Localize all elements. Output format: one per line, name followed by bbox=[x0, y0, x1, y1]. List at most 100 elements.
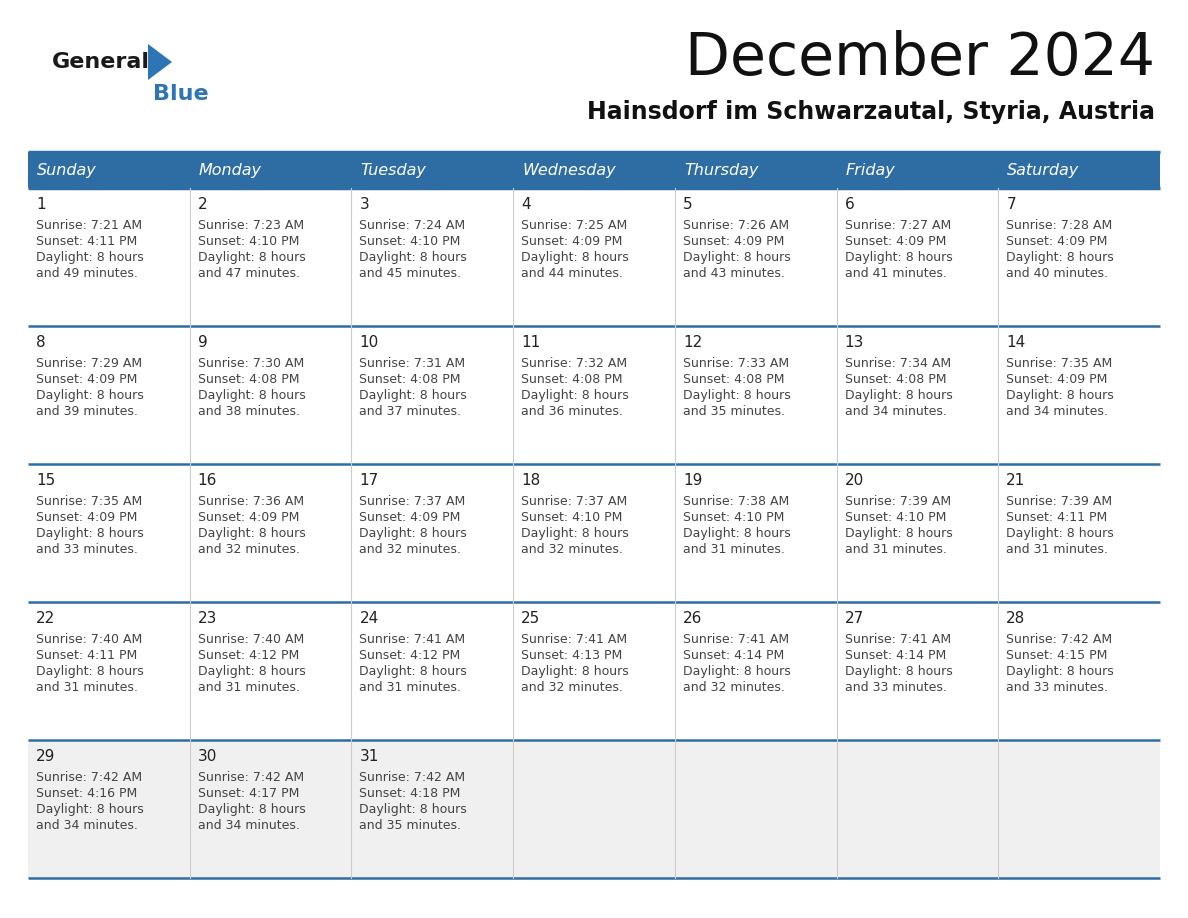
Text: 15: 15 bbox=[36, 473, 56, 488]
Text: and 32 minutes.: and 32 minutes. bbox=[197, 543, 299, 555]
Text: Sunrise: 7:41 AM: Sunrise: 7:41 AM bbox=[360, 633, 466, 645]
Text: Sunrise: 7:40 AM: Sunrise: 7:40 AM bbox=[36, 633, 143, 645]
Text: Sunset: 4:10 PM: Sunset: 4:10 PM bbox=[197, 235, 299, 248]
Text: Hainsdorf im Schwarzautal, Styria, Austria: Hainsdorf im Schwarzautal, Styria, Austr… bbox=[587, 100, 1155, 124]
Text: Daylight: 8 hours: Daylight: 8 hours bbox=[197, 251, 305, 263]
Text: Sunset: 4:08 PM: Sunset: 4:08 PM bbox=[522, 373, 623, 386]
Text: and 34 minutes.: and 34 minutes. bbox=[36, 819, 138, 832]
Text: and 35 minutes.: and 35 minutes. bbox=[360, 819, 461, 832]
Text: Sunset: 4:08 PM: Sunset: 4:08 PM bbox=[197, 373, 299, 386]
Text: Sunrise: 7:42 AM: Sunrise: 7:42 AM bbox=[1006, 633, 1112, 645]
Text: Sunset: 4:08 PM: Sunset: 4:08 PM bbox=[360, 373, 461, 386]
Text: Daylight: 8 hours: Daylight: 8 hours bbox=[845, 251, 953, 263]
Text: 16: 16 bbox=[197, 473, 217, 488]
Bar bbox=[190, 152, 352, 188]
Text: Daylight: 8 hours: Daylight: 8 hours bbox=[360, 251, 467, 263]
Text: Sunrise: 7:37 AM: Sunrise: 7:37 AM bbox=[360, 495, 466, 508]
Text: General: General bbox=[52, 52, 150, 72]
Text: 10: 10 bbox=[360, 335, 379, 350]
Text: Daylight: 8 hours: Daylight: 8 hours bbox=[683, 527, 790, 540]
Text: Sunrise: 7:21 AM: Sunrise: 7:21 AM bbox=[36, 218, 143, 231]
Text: Sunset: 4:08 PM: Sunset: 4:08 PM bbox=[683, 373, 784, 386]
Text: Sunset: 4:09 PM: Sunset: 4:09 PM bbox=[1006, 235, 1107, 248]
Text: Sunrise: 7:23 AM: Sunrise: 7:23 AM bbox=[197, 218, 304, 231]
Bar bbox=[29, 326, 190, 464]
Text: Daylight: 8 hours: Daylight: 8 hours bbox=[197, 802, 305, 816]
Text: Daylight: 8 hours: Daylight: 8 hours bbox=[36, 665, 144, 677]
Bar bbox=[29, 740, 190, 878]
Text: 14: 14 bbox=[1006, 335, 1025, 350]
Text: 9: 9 bbox=[197, 335, 208, 350]
Text: 6: 6 bbox=[845, 197, 854, 212]
Text: and 31 minutes.: and 31 minutes. bbox=[683, 543, 785, 555]
Text: Sunrise: 7:26 AM: Sunrise: 7:26 AM bbox=[683, 218, 789, 231]
Text: Daylight: 8 hours: Daylight: 8 hours bbox=[522, 527, 628, 540]
Bar bbox=[675, 326, 836, 464]
Text: Sunset: 4:13 PM: Sunset: 4:13 PM bbox=[522, 649, 623, 662]
Text: 4: 4 bbox=[522, 197, 531, 212]
Bar bbox=[675, 740, 836, 878]
Text: 1: 1 bbox=[36, 197, 45, 212]
Text: and 47 minutes.: and 47 minutes. bbox=[197, 266, 299, 280]
Text: Daylight: 8 hours: Daylight: 8 hours bbox=[1006, 527, 1114, 540]
Text: 26: 26 bbox=[683, 611, 702, 626]
Text: Daylight: 8 hours: Daylight: 8 hours bbox=[522, 665, 628, 677]
Text: Daylight: 8 hours: Daylight: 8 hours bbox=[360, 665, 467, 677]
Bar bbox=[998, 740, 1159, 878]
Text: Daylight: 8 hours: Daylight: 8 hours bbox=[522, 251, 628, 263]
Text: Sunrise: 7:32 AM: Sunrise: 7:32 AM bbox=[522, 357, 627, 370]
Text: Daylight: 8 hours: Daylight: 8 hours bbox=[845, 527, 953, 540]
Text: Sunset: 4:14 PM: Sunset: 4:14 PM bbox=[683, 649, 784, 662]
Text: 8: 8 bbox=[36, 335, 45, 350]
Bar bbox=[836, 740, 998, 878]
Text: and 31 minutes.: and 31 minutes. bbox=[1006, 543, 1108, 555]
Text: and 44 minutes.: and 44 minutes. bbox=[522, 266, 623, 280]
Text: and 33 minutes.: and 33 minutes. bbox=[36, 543, 138, 555]
Text: 29: 29 bbox=[36, 749, 56, 764]
Bar bbox=[352, 326, 513, 464]
Text: Sunset: 4:18 PM: Sunset: 4:18 PM bbox=[360, 787, 461, 800]
Text: Sunset: 4:11 PM: Sunset: 4:11 PM bbox=[36, 649, 138, 662]
Text: Daylight: 8 hours: Daylight: 8 hours bbox=[1006, 251, 1114, 263]
Text: Daylight: 8 hours: Daylight: 8 hours bbox=[845, 665, 953, 677]
Text: Daylight: 8 hours: Daylight: 8 hours bbox=[683, 388, 790, 402]
Text: Sunset: 4:09 PM: Sunset: 4:09 PM bbox=[522, 235, 623, 248]
Text: December 2024: December 2024 bbox=[685, 29, 1155, 86]
Bar bbox=[352, 740, 513, 878]
Bar bbox=[836, 602, 998, 740]
Bar bbox=[513, 464, 675, 602]
Text: and 39 minutes.: and 39 minutes. bbox=[36, 405, 138, 418]
Bar bbox=[190, 602, 352, 740]
Text: Sunrise: 7:37 AM: Sunrise: 7:37 AM bbox=[522, 495, 627, 508]
Bar bbox=[29, 188, 190, 326]
Text: Thursday: Thursday bbox=[684, 162, 758, 177]
Text: Daylight: 8 hours: Daylight: 8 hours bbox=[522, 388, 628, 402]
Text: Daylight: 8 hours: Daylight: 8 hours bbox=[683, 251, 790, 263]
Text: Sunrise: 7:39 AM: Sunrise: 7:39 AM bbox=[1006, 495, 1112, 508]
Text: Sunrise: 7:25 AM: Sunrise: 7:25 AM bbox=[522, 218, 627, 231]
Text: Sunrise: 7:33 AM: Sunrise: 7:33 AM bbox=[683, 357, 789, 370]
Text: 3: 3 bbox=[360, 197, 369, 212]
Text: Sunrise: 7:28 AM: Sunrise: 7:28 AM bbox=[1006, 218, 1112, 231]
Text: and 33 minutes.: and 33 minutes. bbox=[845, 680, 947, 694]
Text: Sunrise: 7:41 AM: Sunrise: 7:41 AM bbox=[845, 633, 950, 645]
Text: and 49 minutes.: and 49 minutes. bbox=[36, 266, 138, 280]
Bar bbox=[998, 188, 1159, 326]
Text: Sunset: 4:10 PM: Sunset: 4:10 PM bbox=[360, 235, 461, 248]
Text: and 34 minutes.: and 34 minutes. bbox=[845, 405, 947, 418]
Text: Sunrise: 7:36 AM: Sunrise: 7:36 AM bbox=[197, 495, 304, 508]
Text: and 38 minutes.: and 38 minutes. bbox=[197, 405, 299, 418]
Text: 18: 18 bbox=[522, 473, 541, 488]
Text: and 32 minutes.: and 32 minutes. bbox=[522, 543, 623, 555]
Text: and 41 minutes.: and 41 minutes. bbox=[845, 266, 947, 280]
Text: Sunset: 4:10 PM: Sunset: 4:10 PM bbox=[845, 510, 946, 523]
Text: and 37 minutes.: and 37 minutes. bbox=[360, 405, 461, 418]
Text: and 31 minutes.: and 31 minutes. bbox=[845, 543, 947, 555]
Text: Sunset: 4:14 PM: Sunset: 4:14 PM bbox=[845, 649, 946, 662]
Bar bbox=[190, 464, 352, 602]
Text: Daylight: 8 hours: Daylight: 8 hours bbox=[36, 802, 144, 816]
Text: 11: 11 bbox=[522, 335, 541, 350]
Bar bbox=[998, 326, 1159, 464]
Text: 22: 22 bbox=[36, 611, 56, 626]
Bar bbox=[29, 464, 190, 602]
